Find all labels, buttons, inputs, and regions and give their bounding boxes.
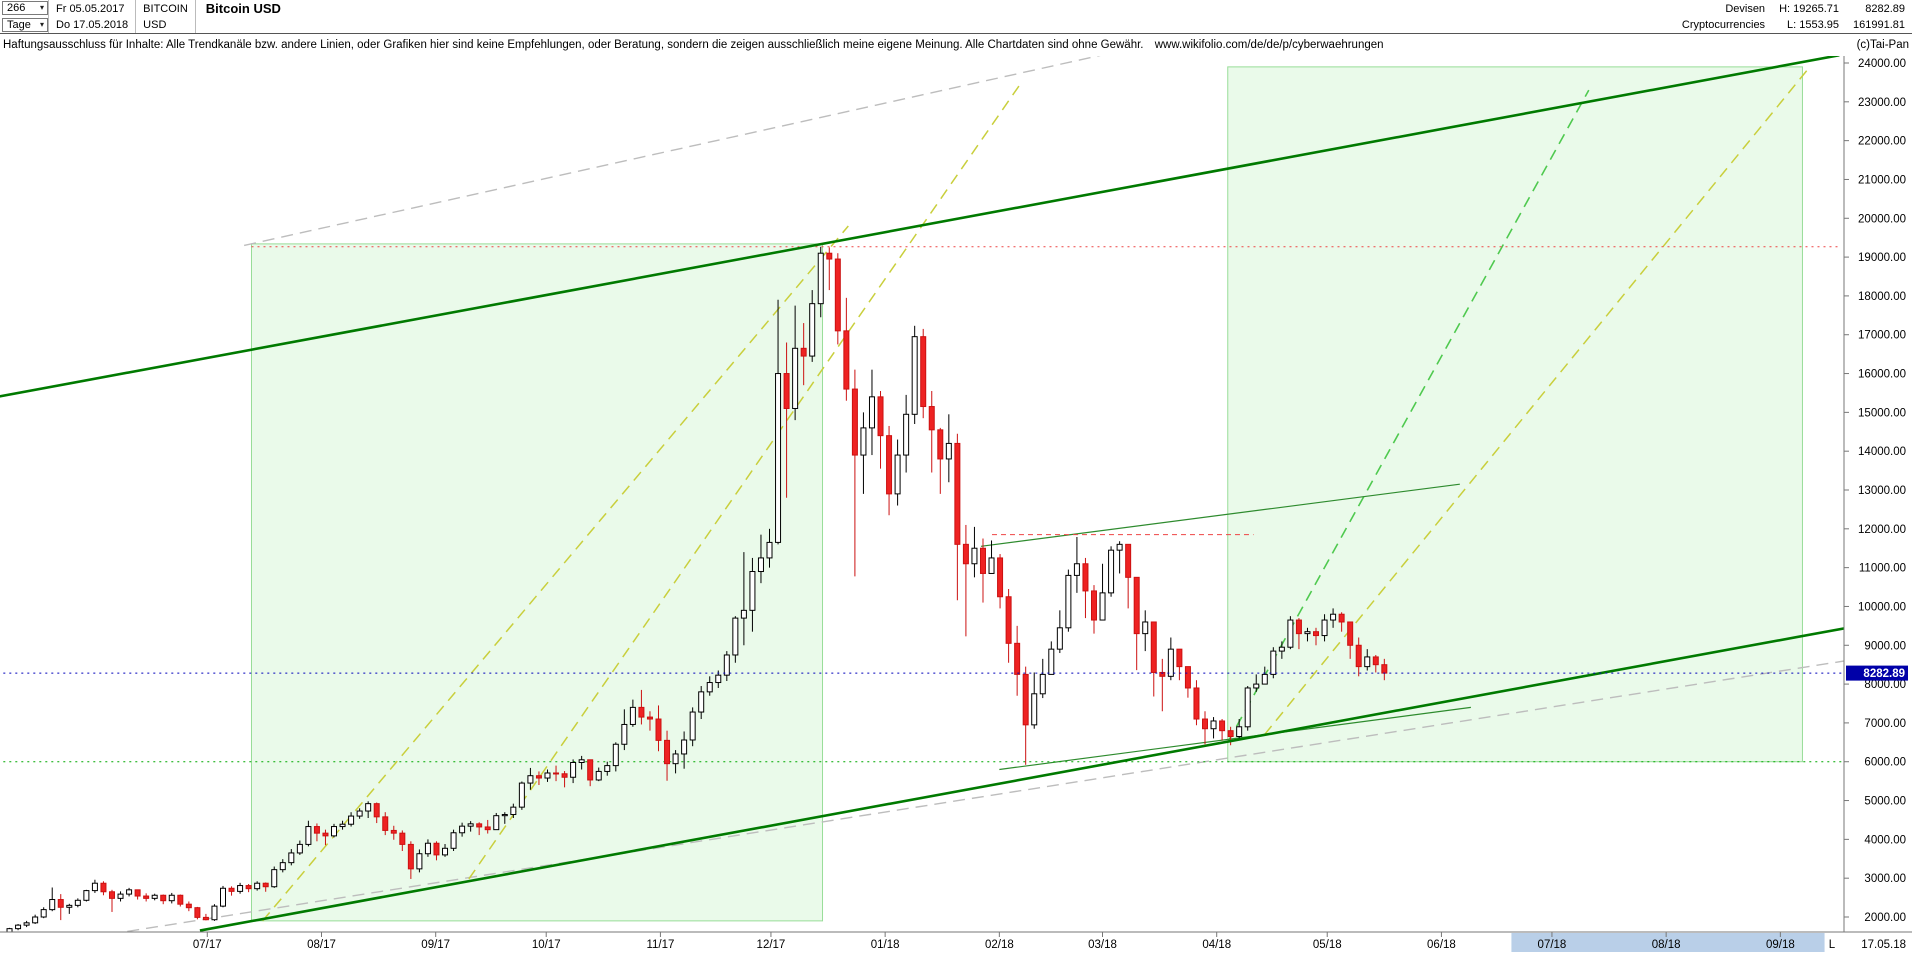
secondary-value: 161991.81: [1853, 19, 1905, 31]
chevron-down-icon: ▾: [39, 20, 44, 29]
svg-text:24000.00: 24000.00: [1858, 58, 1906, 70]
price-axis: 24000.00 23000.00 22000.00 21000.00 20000.00…: [1843, 56, 1908, 932]
svg-text:8000.00: 8000.00: [1864, 679, 1906, 691]
low-value: L: 1553.95: [1787, 19, 1839, 31]
svg-text:09/18: 09/18: [1766, 939, 1795, 951]
price-column: 8282.89 161991.81: [1846, 0, 1912, 33]
symbol-label: BITCOIN: [143, 3, 188, 15]
main-channel-lower: [199, 627, 1844, 932]
svg-text:17000.00: 17000.00: [1858, 330, 1906, 342]
svg-text:04/18: 04/18: [1202, 939, 1231, 951]
svg-text:11000.00: 11000.00: [1859, 563, 1906, 575]
date-range-column: Fr 05.05.2017 Do 17.05.2018: [48, 0, 135, 33]
time-axis: 07/17 08/17 09/17 10/17 11/17 12/17 01/18 02/18…: [0, 931, 1912, 952]
svg-text:07/17: 07/17: [193, 939, 222, 951]
forecast-highlight-band: [1511, 933, 1825, 952]
disclaimer-bar: Haftungsausschluss für Inhalte: Alle Tre…: [0, 34, 1912, 56]
svg-text:12/17: 12/17: [757, 939, 786, 951]
rally-2017-region: [250, 243, 824, 922]
svg-text:22000.00: 22000.00: [1858, 136, 1906, 148]
currency-label: USD: [143, 19, 167, 31]
rally-dashed-1: [261, 225, 849, 922]
svg-text:03/18: 03/18: [1088, 939, 1117, 951]
svg-text:6000.00: 6000.00: [1864, 757, 1906, 769]
minor-channel-upper: [980, 483, 1460, 547]
svg-text:10000.00: 10000.00: [1858, 601, 1906, 613]
disclaimer-text-wrap: Haftungsausschluss für Inhalte: Alle Tre…: [3, 39, 1384, 51]
category-column: Devisen Cryptocurrencies: [1675, 0, 1772, 33]
svg-text:20000.00: 20000.00: [1858, 213, 1906, 225]
svg-text:18000.00: 18000.00: [1858, 291, 1906, 303]
svg-text:06/18: 06/18: [1427, 939, 1456, 951]
disclaimer-text: Haftungsausschluss für Inhalte: Alle Tre…: [3, 39, 1144, 51]
svg-text:7000.00: 7000.00: [1864, 718, 1906, 730]
chart-title: Bitcoin USD: [194, 0, 291, 33]
svg-text:01/18: 01/18: [871, 939, 900, 951]
chart-header: 266 ▾ Tage ▾ Fr 05.05.2017 Do 17.05.2018…: [0, 0, 1912, 34]
svg-text:16000.00: 16000.00: [1858, 369, 1906, 381]
high-low-column: H: 19265.71 L: 1553.95: [1772, 0, 1846, 33]
svg-text:10/17: 10/17: [532, 939, 561, 951]
bars-count-value: 266: [7, 2, 26, 14]
candlestick-chart-canvas[interactable]: 24000.00 23000.00 22000.00 21000.00 20000.00…: [0, 56, 1912, 952]
svg-text:15000.00: 15000.00: [1858, 407, 1906, 419]
high-value: H: 19265.71: [1779, 3, 1839, 15]
svg-text:14000.00: 14000.00: [1858, 446, 1906, 458]
svg-text:4000.00: 4000.00: [1864, 834, 1906, 846]
svg-text:9000.00: 9000.00: [1864, 640, 1906, 652]
svg-text:09/17: 09/17: [421, 939, 450, 951]
date-to: Do 17.05.2018: [56, 19, 129, 31]
last-marker: L: [1829, 939, 1836, 951]
projection-dashed-green: [1227, 89, 1590, 743]
svg-text:5000.00: 5000.00: [1864, 796, 1906, 808]
chevron-down-icon: ▾: [39, 3, 44, 12]
gray-dashed-lower: [119, 660, 1844, 932]
bars-count-dropdown[interactable]: 266 ▾: [2, 1, 48, 15]
period-dropdown[interactable]: Tage ▾: [2, 18, 48, 32]
category-devisen[interactable]: Devisen: [1725, 3, 1766, 15]
svg-text:12000.00: 12000.00: [1858, 524, 1906, 536]
projection-region: [1227, 66, 1803, 763]
candlestick-series: [6, 246, 1388, 932]
svg-text:08/18: 08/18: [1652, 939, 1681, 951]
channel-regions: [250, 66, 1803, 922]
gray-dashed-upper: [243, 56, 1101, 247]
last-price-tag: [1846, 665, 1908, 681]
svg-text:08/17: 08/17: [307, 939, 336, 951]
svg-text:8282.89: 8282.89: [1863, 668, 1905, 680]
symbol-column: BITCOIN USD: [135, 0, 195, 33]
svg-text:2000.00: 2000.00: [1864, 912, 1906, 924]
trendlines-over: [0, 56, 1844, 932]
svg-text:23000.00: 23000.00: [1858, 97, 1906, 109]
wikifolio-link[interactable]: www.wikifolio.com/de/de/p/cyberwaehrunge…: [1154, 39, 1384, 51]
main-channel-upper: [0, 56, 1840, 398]
svg-text:3000.00: 3000.00: [1864, 873, 1906, 885]
header-left: 266 ▾ Tage ▾ Fr 05.05.2017 Do 17.05.2018…: [0, 0, 291, 33]
last-price-value: 8282.89: [1865, 3, 1905, 15]
last-date-label: 17.05.18: [1861, 939, 1906, 951]
trendlines-under: [0, 56, 1844, 932]
date-from: Fr 05.05.2017: [56, 3, 125, 15]
combo-column: 266 ▾ Tage ▾: [0, 0, 48, 33]
svg-text:05/18: 05/18: [1313, 939, 1342, 951]
chart-area[interactable]: 24000.00 23000.00 22000.00 21000.00 20000.00…: [0, 56, 1912, 952]
svg-text:19000.00: 19000.00: [1858, 252, 1906, 264]
taipan-copyright: (c)Tai-Pan: [1856, 39, 1909, 51]
svg-text:21000.00: 21000.00: [1858, 174, 1906, 186]
category-cryptocurrencies[interactable]: Cryptocurrencies: [1681, 19, 1766, 31]
svg-text:07/18: 07/18: [1538, 939, 1567, 951]
period-value: Tage: [7, 19, 31, 31]
svg-text:11/17: 11/17: [646, 939, 674, 951]
header-right: Devisen Cryptocurrencies H: 19265.71 L: …: [1675, 0, 1912, 33]
svg-text:13000.00: 13000.00: [1858, 485, 1906, 497]
minor-channel-lower: [999, 706, 1471, 771]
svg-text:02/18: 02/18: [985, 939, 1014, 951]
